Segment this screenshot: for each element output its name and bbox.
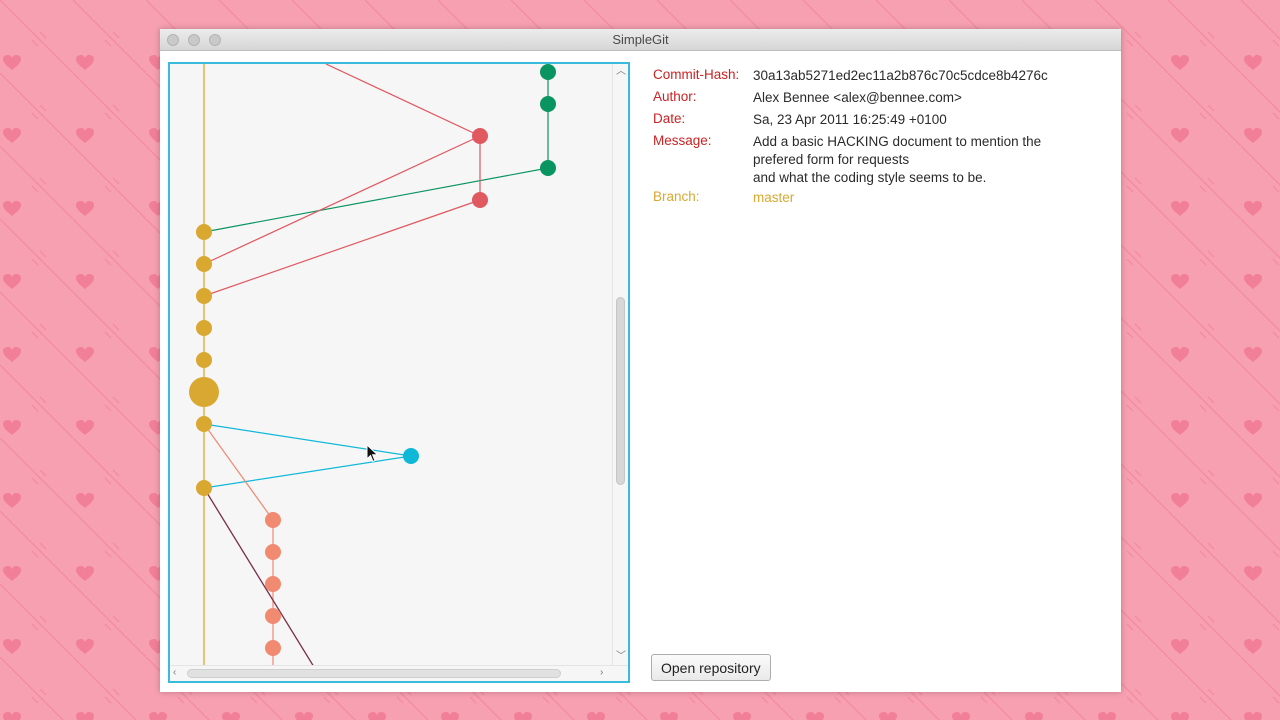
commit-node-selected[interactable] bbox=[189, 377, 219, 407]
horizontal-scroll-thumb[interactable] bbox=[187, 669, 561, 678]
commit-hash-label: Commit-Hash: bbox=[653, 67, 740, 82]
message-line: and what the coding style seems to be. bbox=[753, 170, 987, 185]
commit-node[interactable] bbox=[196, 352, 212, 368]
traffic-light-zoom-icon[interactable] bbox=[209, 34, 221, 46]
commit-node[interactable] bbox=[196, 480, 212, 496]
detail-row-branch: Branch: master bbox=[653, 187, 1103, 209]
edge-cyan-in bbox=[203, 455, 412, 489]
commit-node[interactable] bbox=[196, 320, 212, 336]
branch-label: Branch: bbox=[653, 189, 700, 204]
edge-plum bbox=[203, 487, 315, 667]
scroll-right-icon[interactable]: › bbox=[600, 667, 604, 678]
commit-node[interactable] bbox=[265, 544, 281, 560]
message-label: Message: bbox=[653, 133, 712, 148]
commit-node[interactable] bbox=[472, 128, 488, 144]
message-line: Add a basic HACKING document to mention … bbox=[753, 134, 1042, 149]
horizontal-scrollbar[interactable]: ‹ › bbox=[170, 665, 628, 681]
date-value: Sa, 23 Apr 2011 16:25:49 +0100 bbox=[753, 112, 947, 127]
mouse-pointer-icon bbox=[366, 444, 379, 463]
commit-node[interactable] bbox=[196, 256, 212, 272]
commit-node[interactable] bbox=[403, 448, 419, 464]
commit-node[interactable] bbox=[196, 224, 212, 240]
window-title: SimpleGit bbox=[612, 32, 669, 47]
commit-node[interactable] bbox=[196, 416, 212, 432]
open-repository-button[interactable]: Open repository bbox=[651, 654, 771, 681]
commit-node[interactable] bbox=[540, 96, 556, 112]
vertical-scroll-thumb[interactable] bbox=[616, 297, 625, 485]
commit-node[interactable] bbox=[472, 192, 488, 208]
edge-cyan-out bbox=[203, 423, 412, 457]
commit-graph-panel[interactable]: ︿ ﹀ ‹ › bbox=[168, 62, 630, 683]
edge-green-merge bbox=[203, 167, 549, 233]
commit-node[interactable] bbox=[540, 64, 556, 80]
commit-node[interactable] bbox=[540, 160, 556, 176]
branch-value: master bbox=[753, 190, 795, 205]
detail-row-date: Date: Sa, 23 Apr 2011 16:25:49 +0100 bbox=[653, 109, 1103, 131]
title-bar: SimpleGit bbox=[160, 29, 1121, 51]
scroll-up-icon[interactable]: ︿ bbox=[616, 66, 626, 77]
commit-hash-value: 30a13ab5271ed2ec11a2b876c70c5cdce8b4276c bbox=[753, 68, 1048, 83]
edge-red-top bbox=[325, 64, 481, 137]
edge-red-merge-2 bbox=[203, 199, 481, 297]
commit-node[interactable] bbox=[265, 512, 281, 528]
message-line: prefered form for requests bbox=[753, 152, 910, 167]
commit-node[interactable] bbox=[265, 640, 281, 656]
detail-row-message: Message: Add a basic HACKING document to… bbox=[653, 131, 1103, 187]
commit-node[interactable] bbox=[196, 288, 212, 304]
commit-details: Commit-Hash: 30a13ab5271ed2ec11a2b876c70… bbox=[653, 65, 1103, 209]
commit-node[interactable] bbox=[265, 576, 281, 592]
author-label: Author: bbox=[653, 89, 697, 104]
author-value: Alex Bennee <alex@bennee.com> bbox=[753, 90, 962, 105]
traffic-light-close-icon[interactable] bbox=[167, 34, 179, 46]
vertical-scrollbar[interactable]: ︿ ﹀ bbox=[612, 64, 628, 667]
edge-red-merge-1 bbox=[203, 135, 481, 265]
commit-node[interactable] bbox=[265, 608, 281, 624]
detail-row-hash: Commit-Hash: 30a13ab5271ed2ec11a2b876c70… bbox=[653, 65, 1103, 87]
edge-salmon-out bbox=[203, 423, 274, 521]
app-window: SimpleGit bbox=[160, 29, 1121, 692]
scroll-left-icon[interactable]: ‹ bbox=[173, 667, 177, 678]
date-label: Date: bbox=[653, 111, 686, 126]
scroll-down-icon[interactable]: ﹀ bbox=[616, 651, 626, 662]
commit-graph[interactable] bbox=[170, 64, 614, 667]
detail-row-author: Author: Alex Bennee <alex@bennee.com> bbox=[653, 87, 1103, 109]
message-value: Add a basic HACKING document to mention … bbox=[753, 131, 1103, 187]
traffic-light-minimize-icon[interactable] bbox=[188, 34, 200, 46]
